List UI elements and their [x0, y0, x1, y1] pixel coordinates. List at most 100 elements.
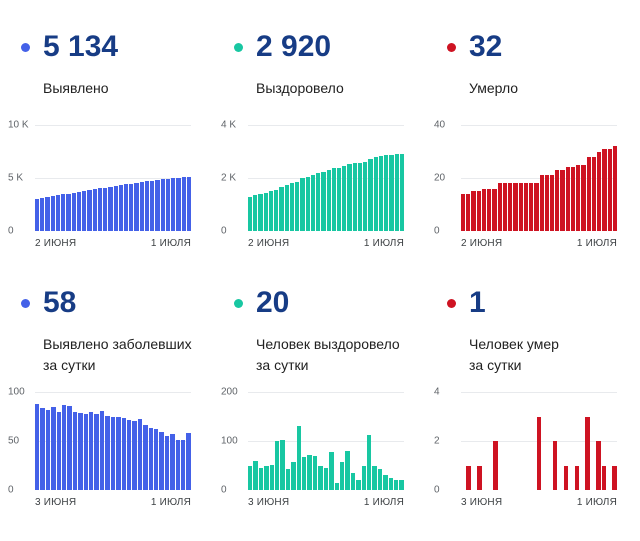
bar[interactable] [258, 193, 263, 231]
bar[interactable] [586, 156, 591, 231]
bar[interactable] [596, 441, 601, 490]
bar[interactable] [56, 411, 62, 490]
bar[interactable] [121, 418, 126, 490]
bar[interactable] [134, 182, 139, 231]
bar[interactable] [55, 195, 61, 231]
bar[interactable] [284, 184, 289, 231]
bar[interactable] [181, 177, 186, 231]
bar[interactable] [539, 175, 544, 231]
bar[interactable] [383, 475, 388, 490]
bar[interactable] [497, 183, 502, 231]
bar[interactable] [536, 416, 542, 490]
bar[interactable] [326, 170, 331, 231]
bar[interactable] [581, 164, 586, 231]
bar[interactable] [565, 167, 570, 231]
bar[interactable] [477, 465, 482, 490]
bar[interactable] [263, 192, 268, 231]
bar[interactable] [289, 183, 295, 231]
bar[interactable] [378, 156, 384, 231]
bar[interactable] [585, 416, 590, 490]
bar[interactable] [92, 189, 97, 231]
bar[interactable] [476, 191, 481, 231]
bar[interactable] [318, 465, 323, 490]
bar[interactable] [513, 183, 518, 231]
bar[interactable] [555, 170, 560, 231]
bar[interactable] [291, 461, 296, 490]
bar[interactable] [612, 465, 617, 490]
bar[interactable] [466, 465, 471, 490]
bar[interactable] [471, 191, 476, 231]
bar[interactable] [597, 151, 602, 231]
bar[interactable] [399, 480, 404, 490]
bar[interactable] [302, 456, 307, 490]
bar[interactable] [492, 188, 497, 231]
bar[interactable] [116, 417, 121, 490]
bar[interactable] [105, 415, 110, 490]
bar[interactable] [175, 440, 180, 490]
bar[interactable] [305, 176, 310, 231]
bar[interactable] [389, 154, 394, 231]
bar[interactable] [394, 154, 399, 231]
bar[interactable] [399, 153, 405, 231]
bar[interactable] [384, 155, 389, 231]
bar[interactable] [602, 148, 607, 231]
bar[interactable] [368, 158, 373, 231]
bar[interactable] [123, 184, 129, 231]
bar[interactable] [352, 163, 357, 231]
bar[interactable] [342, 166, 347, 231]
bar[interactable] [388, 477, 393, 490]
bar[interactable] [78, 412, 83, 490]
bar[interactable] [549, 175, 555, 231]
bar[interactable] [165, 178, 171, 231]
bar[interactable] [552, 441, 558, 490]
bar[interactable] [591, 156, 597, 231]
bar[interactable] [508, 183, 513, 231]
bar[interactable] [481, 188, 487, 231]
bar[interactable] [518, 183, 523, 231]
bar[interactable] [331, 168, 336, 231]
bar[interactable] [76, 191, 82, 231]
bar[interactable] [560, 170, 565, 231]
bar[interactable] [295, 181, 300, 231]
bar[interactable] [258, 467, 264, 490]
bar[interactable] [280, 440, 285, 490]
bar[interactable] [377, 469, 383, 490]
bar[interactable] [150, 180, 155, 231]
bar[interactable] [118, 185, 123, 231]
bar[interactable] [113, 185, 118, 231]
bar[interactable] [132, 421, 137, 490]
bar[interactable] [279, 187, 284, 231]
bar[interactable] [321, 171, 326, 231]
bar[interactable] [40, 407, 45, 490]
bar[interactable] [601, 465, 606, 490]
bar[interactable] [61, 194, 66, 231]
bar[interactable] [148, 428, 153, 490]
bar[interactable] [51, 406, 56, 490]
bar[interactable] [103, 187, 108, 231]
bar[interactable] [129, 183, 134, 231]
bar[interactable] [312, 455, 318, 490]
bar[interactable] [35, 198, 40, 231]
bar[interactable] [89, 411, 94, 490]
bar[interactable] [110, 416, 116, 490]
bar[interactable] [393, 480, 399, 490]
bar[interactable] [576, 164, 581, 231]
bar[interactable] [363, 161, 368, 231]
bar[interactable] [66, 193, 71, 231]
bar[interactable] [334, 482, 339, 490]
bar[interactable] [50, 196, 55, 231]
bar[interactable] [466, 193, 471, 231]
bar[interactable] [336, 167, 342, 231]
bar[interactable] [487, 188, 492, 231]
bar[interactable] [253, 460, 258, 490]
bar[interactable] [164, 436, 170, 490]
bar[interactable] [523, 183, 529, 231]
bar[interactable] [461, 193, 466, 231]
bar[interactable] [153, 429, 159, 490]
bar[interactable] [143, 425, 148, 490]
bar[interactable] [339, 461, 345, 490]
bar[interactable] [570, 167, 576, 231]
bar[interactable] [356, 480, 361, 490]
bar[interactable] [253, 195, 258, 231]
bar[interactable] [361, 465, 366, 490]
